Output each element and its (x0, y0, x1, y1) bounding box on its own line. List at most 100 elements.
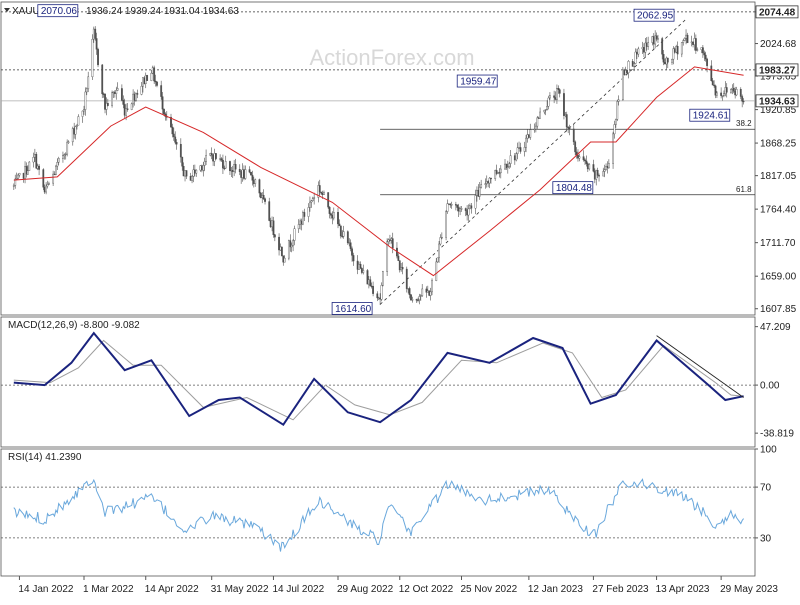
candle-body (506, 166, 509, 169)
level-tag-top: 2074.48 (755, 5, 799, 19)
candle-body (212, 154, 215, 162)
candle-body (92, 28, 95, 40)
candle-body (673, 48, 676, 53)
candle-body (536, 117, 539, 127)
candle-body (202, 165, 205, 171)
candle-body (410, 294, 412, 301)
candle-body (529, 129, 532, 138)
rsi-tick-label: 70 (760, 483, 772, 494)
candle-body (132, 93, 135, 105)
candle-body (480, 184, 483, 188)
candle-body (283, 257, 286, 263)
candle-body (262, 195, 265, 199)
candle-body (136, 93, 139, 95)
candle-body (549, 95, 551, 99)
candle-body (390, 238, 393, 241)
candle-body (254, 179, 257, 184)
candle-body (278, 236, 280, 251)
price-tick-label: 1973.65 (760, 72, 797, 83)
candle-body (553, 95, 556, 98)
candle-body (143, 77, 146, 85)
candle-body (154, 80, 157, 83)
candle-body (57, 158, 60, 163)
price-tick-label: 1659.00 (760, 272, 797, 283)
candle-body (696, 49, 699, 51)
candle-body (64, 153, 67, 156)
candle-body (116, 88, 119, 91)
macd-pane-frame (0, 316, 756, 448)
candle-body (607, 163, 610, 169)
candle-body (76, 125, 78, 127)
candle-body (513, 155, 516, 161)
candle-body (321, 192, 324, 195)
candle-body (516, 147, 519, 154)
candle-body (310, 200, 313, 203)
candle-body (66, 141, 69, 155)
candle-body (161, 96, 164, 110)
candle-body (732, 87, 735, 92)
candle-body (320, 191, 323, 194)
candle-body (106, 103, 109, 106)
candle-body (585, 160, 588, 164)
candle-body (435, 261, 438, 281)
candle-body (494, 170, 497, 179)
candle-body (603, 169, 606, 172)
candle-body (17, 174, 19, 179)
candle-body (331, 215, 334, 219)
candle-body (680, 42, 683, 55)
candle-body (210, 153, 213, 156)
candle-body (171, 126, 174, 135)
candle-body (73, 128, 76, 135)
candle-body (498, 172, 501, 174)
candle-body (666, 57, 669, 63)
price-tick-label: 2024.68 (760, 39, 797, 50)
candle-body (537, 117, 540, 119)
candle-body (102, 93, 105, 95)
candle-body (369, 279, 372, 287)
candle-body (179, 143, 182, 158)
candle-body (676, 46, 679, 55)
level-tag-top-box (755, 5, 799, 19)
candle-body (675, 46, 678, 53)
candle-body (358, 263, 360, 270)
candle-body (252, 180, 255, 184)
candle-body (672, 48, 675, 60)
candle-body (71, 128, 74, 143)
candle-body (742, 100, 745, 103)
candle-body (644, 42, 647, 53)
price-label-box (552, 181, 594, 195)
date-tick-label: 14 Jul 2022 (272, 584, 324, 595)
candle-body (661, 38, 664, 55)
macd-tick-label: -38.819 (760, 429, 794, 440)
candle-body (556, 88, 558, 100)
macd-tick-label: 47.209 (760, 322, 791, 333)
price-label-text: 1614.60 (335, 304, 372, 315)
candle-body (352, 255, 355, 262)
candle-body (192, 169, 195, 177)
candle-body (362, 270, 365, 273)
macd-line (13, 331, 744, 427)
candle-body (251, 174, 254, 181)
candle-body (641, 47, 644, 50)
price-label-1959-47: 1959.47 (456, 74, 498, 88)
candle-body (297, 224, 300, 229)
price-label-box (689, 108, 731, 122)
current-price-tag: 1934.63 (755, 94, 799, 107)
dropdown-triangle-icon (4, 8, 10, 12)
candle-body (425, 288, 428, 293)
candle-body (693, 38, 696, 45)
candle-body (15, 178, 18, 180)
candle-body (111, 92, 113, 106)
candle-body (24, 166, 26, 179)
watermark: ActionForex.com (309, 45, 474, 70)
date-tick-label: 1 Mar 2022 (83, 584, 134, 595)
candle-body (592, 164, 595, 172)
price-pane: ActionForex.comXAUUSD,Daily1936.24 1939.… (0, 1, 799, 316)
candle-body (401, 267, 404, 270)
candle-body (645, 42, 648, 47)
candle-body (259, 192, 262, 198)
candle-body (405, 268, 408, 289)
candle-body (631, 61, 634, 67)
candle-body (711, 80, 714, 86)
